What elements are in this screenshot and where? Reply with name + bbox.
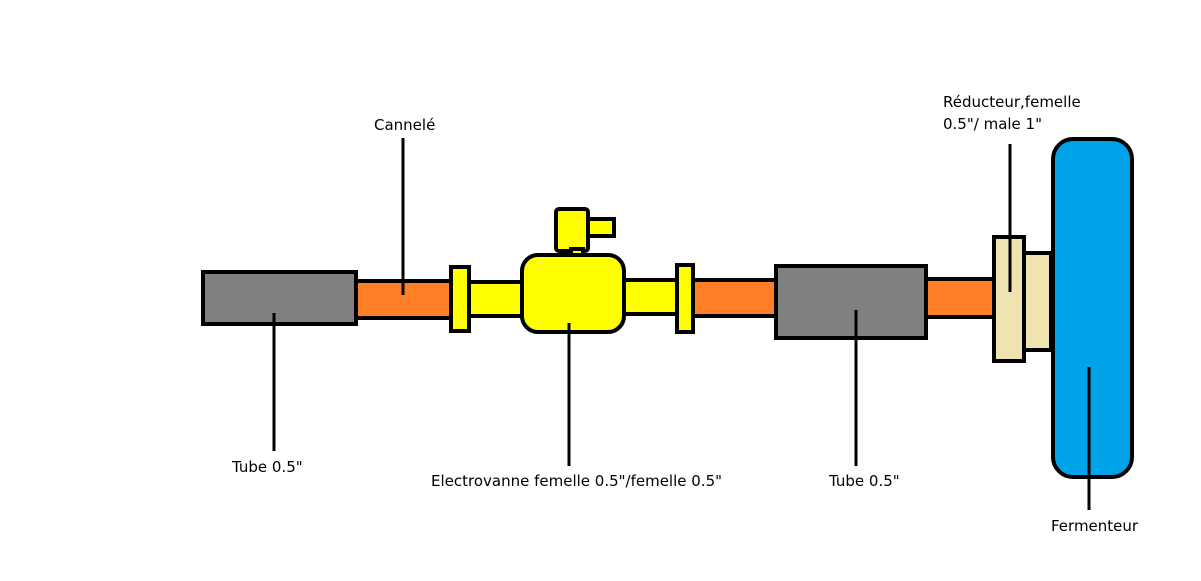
valve-connector <box>586 217 616 238</box>
label-tube-right: Tube 0.5" <box>829 472 900 490</box>
valve-left-stem <box>467 280 527 318</box>
label-fermenteur: Fermenteur <box>1051 517 1139 535</box>
tube-right <box>774 264 928 340</box>
label-cannele: Cannelé <box>374 116 436 134</box>
cannele-right-segment <box>924 277 997 319</box>
reducer-large-end <box>1022 251 1053 352</box>
label-reducteur-line1: Réducteur,femelle <box>943 93 1081 111</box>
label-reducteur-line2: 0.5"/ male 1" <box>943 115 1042 133</box>
valve-coil <box>554 207 590 253</box>
valve-right-flange <box>675 263 695 334</box>
tube-left <box>201 270 358 326</box>
valve-right-stem <box>622 278 681 316</box>
leader-lines <box>272 138 1091 510</box>
solenoid-valve-body <box>520 253 626 334</box>
cannele-middle-segment <box>691 278 779 318</box>
valve-left-flange <box>449 265 471 333</box>
fermenter-tank <box>1051 137 1134 479</box>
label-tube-left: Tube 0.5" <box>232 458 303 476</box>
label-reducteur: Réducteur,femelle 0.5"/ male 1" <box>943 91 1081 135</box>
label-electrovanne: Electrovanne femelle 0.5"/femelle 0.5" <box>431 472 723 490</box>
pipe-assembly <box>201 137 1134 479</box>
